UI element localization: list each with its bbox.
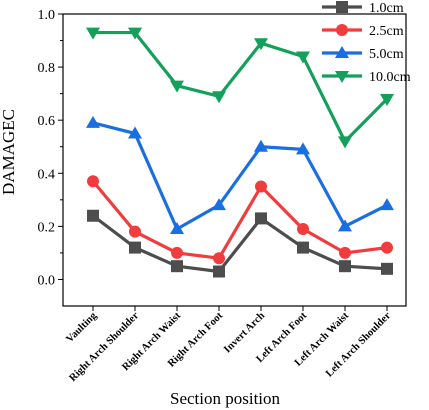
x-tick-label: Right Arch Shoulder (67, 310, 141, 384)
data-point (128, 126, 142, 139)
legend-item: 1.0cm (322, 1, 404, 16)
legend-label: 10.0cm (369, 70, 411, 85)
data-point (213, 252, 225, 265)
data-point (170, 80, 184, 93)
data-point (212, 91, 226, 104)
data-point (171, 246, 183, 259)
legend-item: 10.0cm (322, 70, 411, 85)
data-point (335, 46, 349, 58)
data-point (87, 175, 99, 188)
data-point (87, 209, 99, 222)
data-point (335, 71, 349, 83)
series-layer (86, 27, 394, 278)
series-line (92, 214, 388, 274)
legend-label: 1.0cm (369, 1, 404, 16)
legend: 1.0cm 2.5cm 5.0cm 10.0cm (322, 1, 411, 85)
data-point (86, 115, 100, 128)
series-1-0cm (87, 209, 393, 278)
series-5-0cm (86, 115, 394, 235)
series-10-0cm (86, 27, 394, 149)
legend-item: 2.5cm (322, 24, 404, 39)
data-point (336, 24, 348, 36)
data-point (381, 241, 393, 254)
y-tick-label: 0.4 (38, 167, 56, 182)
data-point (255, 180, 267, 193)
y-tick-label: 0.0 (38, 273, 56, 288)
data-point (170, 222, 184, 235)
data-point (297, 241, 309, 254)
data-point (254, 139, 268, 152)
plot-frame (62, 13, 407, 307)
data-point (296, 51, 310, 64)
series-2-5cm (87, 175, 393, 265)
data-point (254, 38, 268, 51)
data-point (212, 198, 226, 211)
series-line (91, 180, 388, 260)
x-tick-label: Invert Arch (222, 310, 267, 355)
data-point (380, 93, 394, 106)
data-point (338, 136, 352, 149)
data-point (336, 1, 348, 13)
data-point (129, 241, 141, 254)
data-point (339, 246, 351, 259)
data-point (86, 27, 100, 40)
series-line (92, 121, 388, 231)
y-tick-label: 1.0 (38, 8, 56, 23)
x-axis-title: Section position (170, 389, 281, 408)
data-point (171, 260, 183, 273)
data-point (129, 225, 141, 238)
y-axis-title: DAMAGEC (0, 109, 18, 195)
legend-label: 2.5cm (369, 24, 404, 39)
data-point (213, 265, 225, 278)
legend-label: 5.0cm (369, 47, 404, 62)
x-tick-label: Vaulting (64, 310, 99, 345)
series-line (93, 30, 389, 144)
y-tick-label: 0.6 (38, 114, 56, 129)
data-point (255, 212, 267, 225)
y-tick-label: 0.8 (38, 61, 56, 76)
data-point (381, 262, 393, 275)
y-tick-label: 0.2 (38, 220, 56, 235)
data-point (339, 260, 351, 273)
data-point (380, 198, 394, 211)
legend-item: 5.0cm (322, 46, 404, 62)
data-point (296, 142, 310, 155)
data-point (297, 223, 309, 236)
data-point (338, 219, 352, 232)
data-point (128, 27, 142, 40)
